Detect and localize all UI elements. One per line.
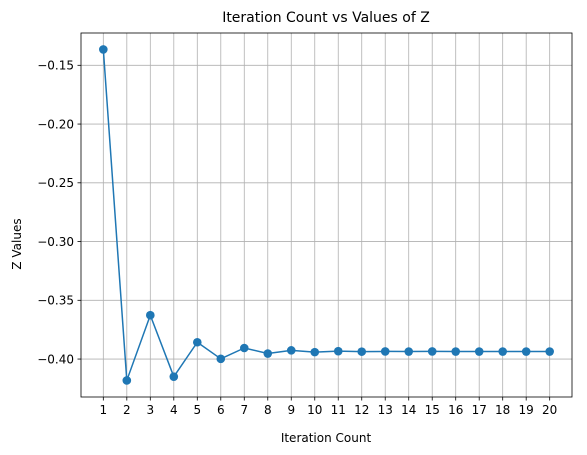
data-point <box>239 343 249 353</box>
data-point <box>357 347 367 356</box>
x-tick-label: 9 <box>287 403 295 417</box>
data-point <box>146 310 155 320</box>
x-tick-label: 3 <box>146 403 154 417</box>
x-axis-title: Iteration Count <box>281 431 372 445</box>
x-tick-label: 5 <box>193 403 201 417</box>
data-point <box>310 347 320 357</box>
x-tick-label: 17 <box>472 403 487 417</box>
y-axis-title: Z Values <box>10 218 24 269</box>
x-tick-label: 20 <box>542 403 557 417</box>
x-tick-label: 4 <box>170 403 178 417</box>
y-tick-label: −0.25 <box>37 176 74 190</box>
data-point <box>380 347 390 356</box>
y-tick-label: −0.20 <box>37 117 74 131</box>
x-tick-label: 11 <box>331 403 346 417</box>
data-point <box>404 347 414 356</box>
data-point <box>498 347 507 356</box>
grid-layer <box>81 33 572 397</box>
y-tick-label: −0.30 <box>37 235 74 249</box>
data-point <box>169 372 179 381</box>
x-tick-label: 2 <box>123 403 131 417</box>
plot-frame <box>80 32 573 398</box>
data-point <box>99 45 108 54</box>
data-point <box>286 346 296 355</box>
series-layer <box>99 45 554 385</box>
chart-title: Iteration Count vs Values of Z <box>222 10 430 26</box>
x-tick-label: 19 <box>519 403 534 417</box>
data-point <box>263 349 273 358</box>
data-point <box>216 354 226 364</box>
x-tick-label: 14 <box>401 403 416 417</box>
data-point <box>333 346 343 356</box>
series-line <box>102 49 550 382</box>
data-point <box>474 347 484 356</box>
x-tick-label: 16 <box>448 403 463 417</box>
data-point <box>521 347 531 356</box>
y-tick-label: −0.40 <box>37 352 74 366</box>
data-point <box>122 376 132 385</box>
data-point <box>545 347 554 356</box>
x-tick-label: 8 <box>264 403 272 417</box>
x-tick-label: 18 <box>495 403 510 417</box>
x-tick-label: 15 <box>425 403 440 417</box>
data-point <box>192 337 202 347</box>
axes-layer: 1 2 3 4 5 6 7 8 9 10 11 12 13 14 15 16 17 18 19 20−0.15−0.2… <box>37 32 573 417</box>
y-tick-label: −0.35 <box>37 294 74 308</box>
x-tick-label: 12 <box>354 403 369 417</box>
x-tick-label: 13 <box>378 403 393 417</box>
x-tick-label: 6 <box>217 403 225 417</box>
data-point <box>427 347 437 356</box>
x-tick-label: 10 <box>307 403 322 417</box>
x-tick-label: 7 <box>240 403 248 417</box>
y-tick-label: −0.15 <box>37 59 74 73</box>
data-point <box>451 347 461 356</box>
x-tick-label: 1 <box>99 403 107 417</box>
